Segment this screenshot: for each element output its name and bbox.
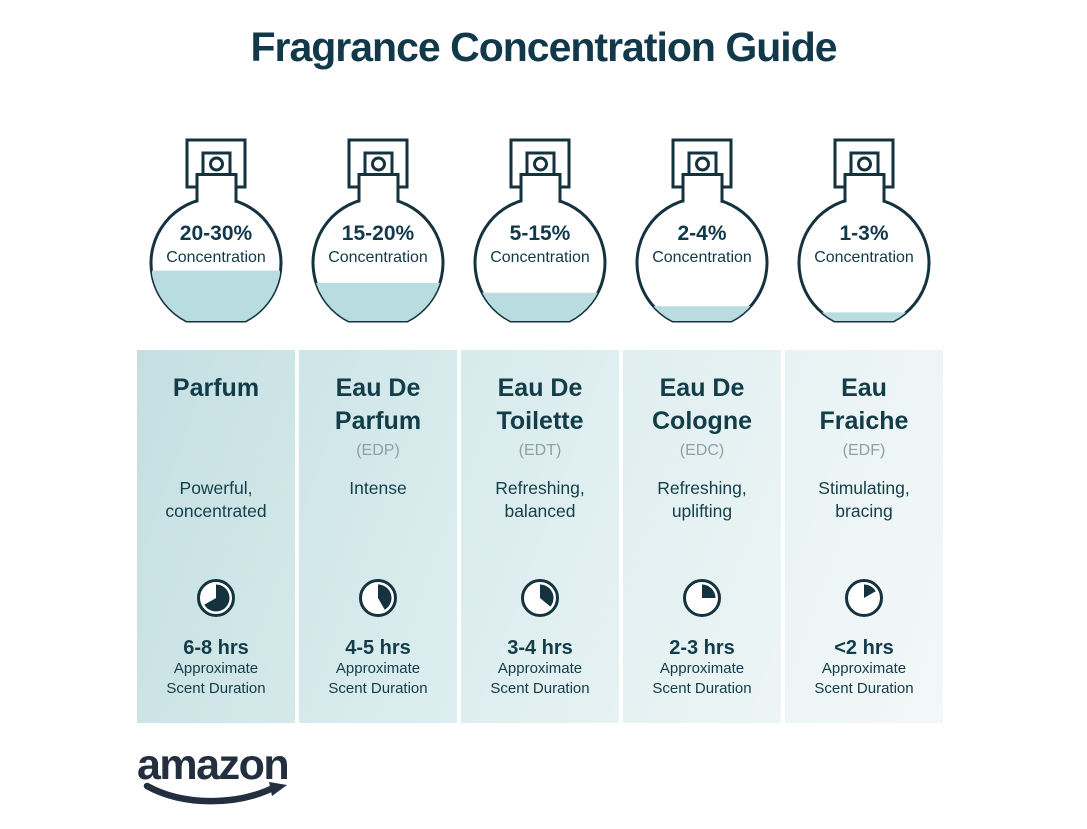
bottle-cell: 15-20% Concentration — [299, 137, 457, 349]
fragrance-abbr: (EDF) — [842, 442, 886, 459]
fragrance-name: Eau De Toilette — [496, 374, 584, 435]
scent-duration-caption: Approximate Scent Duration — [166, 660, 266, 697]
perfume-bottle-icon: 20-30% Concentration — [149, 138, 283, 323]
clock-icon — [785, 577, 943, 619]
liquid-fill — [638, 306, 766, 322]
concentration-label: Concentration — [166, 249, 266, 266]
bottle-cell: 20-30% Concentration — [137, 137, 295, 349]
scent-duration-value: 2-3 hrs — [669, 637, 735, 659]
fragrance-card-eau-de-toilette: Eau De Toilette (EDT) Refreshing, balanc… — [461, 350, 619, 723]
scent-duration-value: 3-4 hrs — [507, 637, 573, 659]
cards-row: Parfum Powerful, concentrated 6-8 hrs Ap… — [137, 350, 943, 723]
fragrance-description: Intense — [349, 478, 407, 498]
perfume-bottle-icon: 1-3% Concentration — [797, 138, 931, 323]
bottles-row: 20-30% Concentration 15-20% Concentratio… — [137, 137, 943, 349]
page-title: Fragrance Concentration Guide — [250, 24, 837, 70]
concentration-label: Concentration — [328, 249, 428, 266]
fragrance-name: Eau De Cologne — [652, 374, 752, 435]
scent-duration-value: <2 hrs — [834, 637, 894, 659]
scent-duration-caption: Approximate Scent Duration — [328, 660, 428, 697]
amazon-logo: amazon — [137, 743, 297, 813]
amazon-smile-icon — [143, 782, 287, 805]
scent-duration-value: 4-5 hrs — [345, 637, 411, 659]
concentration-percent: 1-3% — [839, 222, 888, 245]
fragrance-abbr: (EDC) — [679, 442, 725, 459]
scent-duration-caption: Approximate Scent Duration — [490, 660, 590, 697]
fragrance-card-eau-fraiche: Eau Fraiche (EDF) Stimulating, bracing <… — [785, 350, 943, 723]
scent-duration-caption: Approximate Scent Duration — [814, 660, 914, 697]
fragrance-description: Refreshing, balanced — [495, 478, 585, 521]
clock-icon — [137, 577, 295, 619]
liquid-fill — [152, 270, 280, 322]
perfume-bottle-icon: 2-4% Concentration — [635, 138, 769, 323]
clock-icon — [299, 577, 457, 619]
amazon-wordmark: amazon — [137, 741, 290, 789]
bottle-cell: 2-4% Concentration — [623, 137, 781, 349]
fragrance-abbr: (EDT) — [518, 442, 562, 459]
concentration-label: Concentration — [814, 249, 914, 266]
concentration-percent: 2-4% — [677, 222, 726, 245]
scent-duration-caption: Approximate Scent Duration — [652, 660, 752, 697]
fragrance-abbr: (EDP) — [356, 442, 400, 459]
perfume-bottle-icon: 5-15% Concentration — [473, 138, 607, 323]
bottle-cell: 1-3% Concentration — [785, 137, 943, 349]
concentration-label: Concentration — [490, 249, 590, 266]
bottle-cell: 5-15% Concentration — [461, 137, 619, 349]
fragrance-card-eau-de-cologne: Eau De Cologne (EDC) Refreshing, uplifti… — [623, 350, 781, 723]
fragrance-description: Refreshing, uplifting — [657, 478, 747, 521]
fragrance-name: Eau De Parfum — [334, 374, 422, 435]
fragrance-card-parfum: Parfum Powerful, concentrated 6-8 hrs Ap… — [137, 350, 295, 723]
fragrance-name: Eau Fraiche — [819, 374, 909, 435]
scent-duration-value: 6-8 hrs — [183, 637, 249, 659]
concentration-percent: 15-20% — [342, 222, 415, 245]
concentration-percent: 5-15% — [510, 222, 571, 245]
clock-icon — [623, 577, 781, 619]
perfume-bottle-icon: 15-20% Concentration — [311, 138, 445, 323]
fragrance-description: Stimulating, bracing — [818, 478, 910, 521]
clock-icon — [461, 577, 619, 619]
concentration-percent: 20-30% — [180, 222, 253, 245]
fragrance-card-eau-de-parfum: Eau De Parfum (EDP) Intense 4-5 hrs Appr… — [299, 350, 457, 723]
liquid-fill — [800, 312, 928, 322]
fragrance-description: Powerful, concentrated — [165, 478, 267, 521]
fragrance-name: Parfum — [172, 374, 260, 402]
concentration-label: Concentration — [652, 249, 752, 266]
